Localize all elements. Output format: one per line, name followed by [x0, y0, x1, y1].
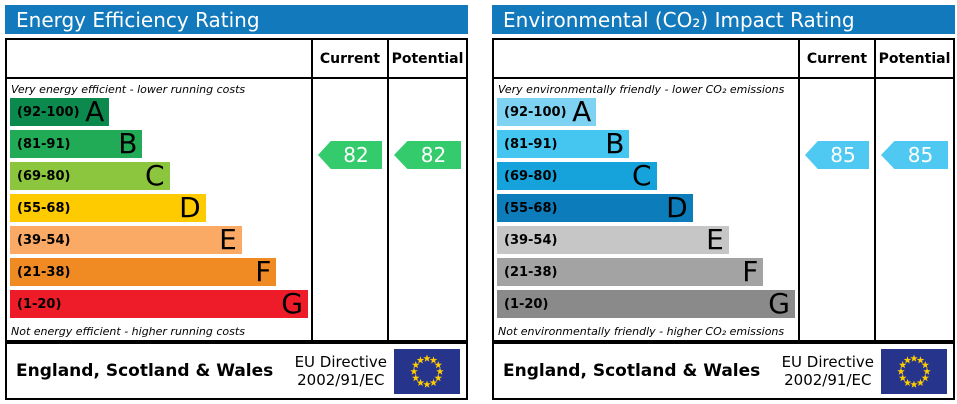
band-range: (69-80) — [17, 168, 71, 184]
rating-table: Current Potential Very energy efficient … — [5, 38, 468, 342]
band-row-e: (39-54) E — [497, 226, 729, 254]
band-letter: A — [572, 95, 592, 128]
band-range: (92-100) — [17, 104, 80, 120]
band-range: (55-68) — [17, 200, 71, 216]
band-letter: E — [706, 223, 724, 256]
band-letter: C — [631, 159, 652, 192]
band-range: (81-91) — [504, 136, 558, 152]
band-row-g: (1-20) G — [497, 290, 795, 318]
band-letter: D — [179, 191, 201, 224]
caption-bottom: Not energy efficient - higher running co… — [11, 325, 245, 338]
panel-title: Energy Efficiency Rating — [16, 7, 260, 32]
band-row-d: (55-68) D — [10, 194, 206, 222]
current-rating-arrow: 82 — [318, 141, 382, 169]
caption-top: Very environmentally friendly - lower CO… — [498, 83, 785, 96]
band-letter: E — [219, 223, 237, 256]
band-row-d: (55-68) D — [497, 194, 693, 222]
panel-header: Environmental (CO₂) Impact Rating — [492, 5, 955, 34]
band-row-c: (69-80) C — [10, 162, 170, 190]
band-letter: A — [85, 95, 105, 128]
eu-directive-line2: 2002/91/EC — [297, 371, 385, 389]
footer-region: England, Scotland & Wales — [503, 361, 761, 381]
eu-directive-line2: 2002/91/EC — [784, 371, 872, 389]
eu-flag — [881, 348, 947, 394]
band-letter: F — [742, 255, 759, 288]
band-letter: B — [605, 127, 625, 160]
column-header-potential: Potential — [387, 40, 466, 79]
potential-rating-value: 85 — [907, 143, 934, 167]
band-range: (1-20) — [504, 296, 549, 312]
band-letter: B — [118, 127, 138, 160]
band-row-g: (1-20) G — [10, 290, 308, 318]
band-row-a: (92-100) A — [497, 95, 597, 128]
current-column: 85 — [798, 79, 874, 340]
band-row-b: (81-91) B — [10, 127, 143, 160]
corner-cell — [7, 40, 311, 79]
panel-title: Environmental (CO₂) Impact Rating — [503, 7, 855, 32]
band-range: (21-38) — [504, 264, 558, 280]
column-header-potential: Potential — [874, 40, 953, 79]
energy-efficiency-panel: Energy Efficiency Rating Current Potenti… — [5, 5, 468, 400]
band-letter: F — [255, 255, 272, 288]
band-letter: G — [768, 287, 790, 320]
potential-rating-arrow: 82 — [394, 141, 461, 169]
eu-flag — [394, 348, 460, 394]
current-rating-value: 85 — [830, 143, 856, 167]
band-range: (21-38) — [17, 264, 71, 280]
column-header-current: Current — [798, 40, 874, 79]
band-range: (39-54) — [17, 232, 71, 248]
band-range: (81-91) — [17, 136, 71, 152]
column-header-current: Current — [311, 40, 387, 79]
bands: (92-100) A (81-91) B (69-80) C (55-68) D — [7, 98, 311, 323]
band-range: (39-54) — [504, 232, 558, 248]
panel-footer: England, Scotland & Wales EU Directive 2… — [492, 342, 955, 400]
potential-rating-value: 82 — [420, 143, 447, 167]
band-row-f: (21-38) F — [497, 255, 764, 288]
panel-footer: England, Scotland & Wales EU Directive 2… — [5, 342, 468, 400]
band-range: (69-80) — [504, 168, 558, 184]
band-range: (92-100) — [504, 104, 567, 120]
potential-column: 85 — [874, 79, 953, 340]
current-rating-value: 82 — [343, 143, 369, 167]
band-letter: C — [144, 159, 165, 192]
eu-directive-text: EU Directive 2002/91/EC — [782, 353, 874, 389]
eu-directive-line1: EU Directive — [294, 353, 387, 371]
band-letter: D — [666, 191, 688, 224]
bands-area: Very environmentally friendly - lower CO… — [494, 79, 798, 340]
band-range: (55-68) — [504, 200, 558, 216]
band-row-a: (92-100) A — [10, 95, 110, 128]
rating-table: Current Potential Very environmentally f… — [492, 38, 955, 342]
eu-directive-text: EU Directive 2002/91/EC — [295, 353, 387, 389]
corner-cell — [494, 40, 798, 79]
eu-directive-line1: EU Directive — [781, 353, 874, 371]
current-column: 82 — [311, 79, 387, 340]
bands-area: Very energy efficient - lower running co… — [7, 79, 311, 340]
caption-top: Very energy efficient - lower running co… — [11, 83, 246, 96]
potential-column: 82 — [387, 79, 466, 340]
band-range: (1-20) — [17, 296, 62, 312]
band-letter: G — [281, 287, 303, 320]
environmental-impact-panel: Environmental (CO₂) Impact Rating Curren… — [492, 5, 955, 400]
band-row-c: (69-80) C — [497, 162, 657, 190]
bands: (92-100) A (81-91) B (69-80) C (55-68) D — [494, 98, 798, 323]
footer-region: England, Scotland & Wales — [16, 361, 274, 381]
band-row-e: (39-54) E — [10, 226, 242, 254]
current-rating-arrow: 85 — [805, 141, 869, 169]
band-row-f: (21-38) F — [10, 255, 277, 288]
band-row-b: (81-91) B — [497, 127, 630, 160]
caption-bottom: Not environmentally friendly - higher CO… — [498, 325, 785, 338]
potential-rating-arrow: 85 — [881, 141, 948, 169]
panel-header: Energy Efficiency Rating — [5, 5, 468, 34]
